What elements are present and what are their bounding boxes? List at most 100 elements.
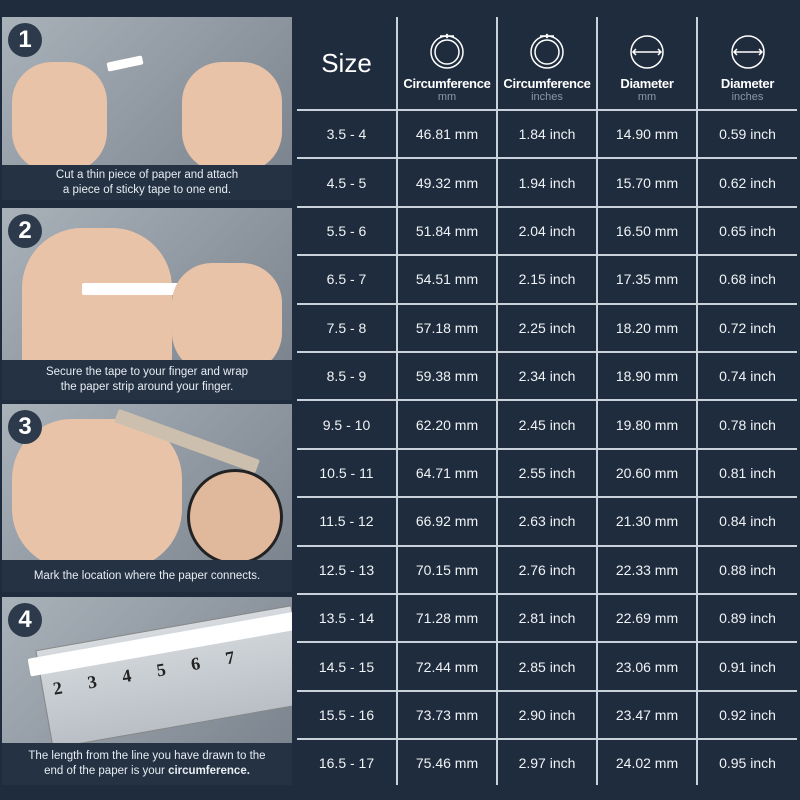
column-header: Diameter inches (696, 17, 797, 111)
step-2-panel: 2 Secure the tape to your finger and wrap… (2, 208, 292, 400)
step-caption-line: Secure the tape to your finger and wrap (45, 366, 248, 378)
table-cell: 64.71 mm (396, 447, 498, 499)
table-cell: 15.5 - 16 (297, 689, 398, 741)
table-cell: 2.81 inch (496, 593, 598, 644)
table-cell: 20.60 mm (596, 447, 698, 499)
table-row: 3.5 - 4 46.81 mm 1.84 inch 14.90 mm 0.59 inc… (297, 108, 797, 160)
step-1-panel: 1 Cut a thin piece of paper and attach a p… (2, 17, 292, 200)
diameter-icon (698, 30, 797, 70)
header-unit: mm (437, 91, 457, 103)
column-header: Circumference mm (396, 17, 498, 111)
paper-strip-image (106, 55, 144, 72)
step-caption: The length from the line you have drawn … (2, 743, 292, 785)
table-cell: 75.46 mm (396, 738, 498, 785)
table-cell: 0.89 inch (696, 593, 797, 644)
header-unit: inches (531, 91, 563, 103)
step-3-panel: 3 Mark the location where the paper conne… (2, 404, 292, 592)
ruler-number: 6 (189, 653, 202, 675)
table-cell: 2.90 inch (496, 689, 598, 741)
table-cell: 0.59 inch (696, 108, 797, 160)
ring-size-table: Size Circumference mm Circumference inches Di… (297, 17, 797, 785)
table-cell: 23.06 mm (596, 641, 698, 692)
step-caption-line: The length from the line you have drawn … (28, 750, 266, 762)
table-row: 5.5 - 6 51.84 mm 2.04 inch 16.50 mm 0.65 inc… (297, 205, 797, 257)
header-label: Diameter (620, 76, 674, 91)
table-cell: 18.90 mm (596, 351, 698, 402)
table-cell: 0.74 inch (696, 351, 797, 402)
table-cell: 1.94 inch (496, 157, 598, 208)
table-row: 4.5 - 5 49.32 mm 1.94 inch 15.70 mm 0.62 inc… (297, 157, 797, 208)
step-photo: 3 (2, 404, 292, 569)
header-label: Circumference (403, 76, 491, 91)
table-row: 9.5 - 10 62.20 mm 2.45 inch 19.80 mm 0.78 in… (297, 399, 797, 450)
table-cell: 71.28 mm (396, 593, 498, 644)
table-cell: 0.92 inch (696, 689, 797, 741)
table-cell: 6.5 - 7 (297, 254, 398, 305)
table-row: 12.5 - 13 70.15 mm 2.76 inch 22.33 mm 0.88 i… (297, 544, 797, 596)
table-cell: 14.90 mm (596, 108, 698, 160)
table-cell: 0.62 inch (696, 157, 797, 208)
table-cell: 2.34 inch (496, 351, 598, 402)
step-photo: 1 (2, 17, 292, 172)
table-cell: 2.55 inch (496, 447, 598, 499)
header-label: Diameter (720, 76, 775, 91)
ruler-number: 4 (120, 665, 133, 687)
hand-image (12, 419, 182, 569)
table-row: 16.5 - 17 75.46 mm 2.97 inch 24.02 mm 0.95 i… (297, 738, 797, 785)
table-row: 8.5 - 9 59.38 mm 2.34 inch 18.90 mm 0.74 inc… (297, 351, 797, 402)
table-cell: 11.5 - 12 (297, 496, 398, 547)
column-header: Size (297, 17, 398, 111)
size-header-label: Size (321, 47, 372, 78)
table-cell: 2.76 inch (496, 544, 598, 596)
header-unit: inches (731, 91, 764, 103)
column-header: Diameter mm (596, 17, 698, 111)
step-4-panel: 2 3 4 5 6 7 4 The length from the line you have… (2, 597, 292, 785)
step-number-badge: 3 (8, 410, 42, 444)
table-cell: 46.81 mm (396, 108, 498, 160)
table-row: 13.5 - 14 71.28 mm 2.81 inch 22.69 mm 0.89 i… (297, 593, 797, 644)
table-cell: 0.72 inch (696, 302, 797, 354)
paper-strip-image (82, 283, 192, 295)
table-cell: 62.20 mm (396, 399, 498, 450)
table-cell: 2.63 inch (496, 496, 598, 547)
table-row: 7.5 - 8 57.18 mm 2.25 inch 18.20 mm 0.72 inc… (297, 302, 797, 354)
table-cell: 2.15 inch (496, 254, 598, 305)
table-cell: 14.5 - 15 (297, 641, 398, 692)
table-cell: 16.50 mm (596, 205, 698, 257)
hand-image (22, 228, 172, 378)
table-row: 15.5 - 16 73.73 mm 2.90 inch 23.47 mm 0.92 i… (297, 689, 797, 741)
table-cell: 16.5 - 17 (297, 738, 398, 785)
table-cell: 24.02 mm (596, 738, 698, 785)
table-cell: 0.84 inch (696, 496, 797, 547)
left-hand-image (12, 62, 107, 172)
table-cell: 0.78 inch (696, 399, 797, 450)
table-cell: 9.5 - 10 (297, 399, 398, 450)
table-cell: 54.51 mm (396, 254, 498, 305)
step-caption: Secure the tape to your finger and wrap t… (2, 360, 292, 400)
table-row: 11.5 - 12 66.92 mm 2.63 inch 21.30 mm 0.84 i… (297, 496, 797, 547)
table-cell: 72.44 mm (396, 641, 498, 692)
step-caption: Cut a thin piece of paper and attach a pi… (2, 165, 292, 200)
table-cell: 4.5 - 5 (297, 157, 398, 208)
table-row: 6.5 - 7 54.51 mm 2.15 inch 17.35 mm 0.68 inc… (297, 254, 797, 305)
right-hand-image (182, 62, 282, 172)
step-number-badge: 2 (8, 214, 42, 248)
table-cell: 21.30 mm (596, 496, 698, 547)
table-cell: 8.5 - 9 (297, 351, 398, 402)
table-cell: 10.5 - 11 (297, 447, 398, 499)
table-cell: 3.5 - 4 (297, 108, 398, 160)
step-caption-line: Cut a thin piece of paper and attach (55, 168, 239, 181)
table-cell: 1.84 inch (496, 108, 598, 160)
header-label: Circumference (503, 76, 591, 91)
table-cell: 0.68 inch (696, 254, 797, 305)
table-cell: 2.97 inch (496, 738, 598, 785)
table-cell: 66.92 mm (396, 496, 498, 547)
step-number-badge: 1 (8, 23, 42, 57)
table-cell: 59.38 mm (396, 351, 498, 402)
table-cell: 0.88 inch (696, 544, 797, 596)
ruler-number: 5 (154, 659, 168, 681)
step-caption-line: Mark the location where the paper connec… (33, 569, 261, 582)
step-caption-line: the paper strip around your finger. (60, 381, 234, 393)
